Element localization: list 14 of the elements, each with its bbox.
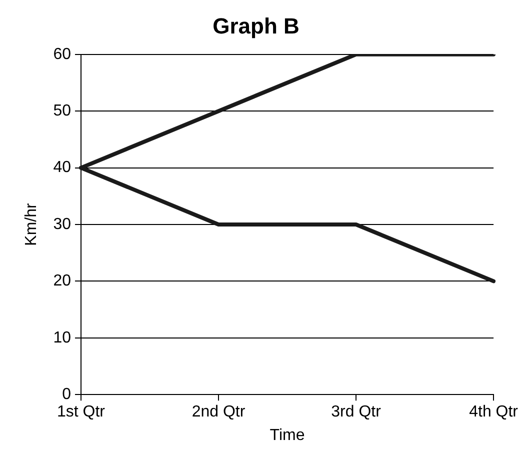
x-tick-label: 2nd Qtr bbox=[192, 404, 246, 421]
y-tick-label: 10 bbox=[53, 329, 72, 346]
y-tick-label: 30 bbox=[53, 216, 72, 233]
y-tick-label: 60 bbox=[53, 46, 72, 63]
y-tick-label: 20 bbox=[53, 272, 72, 290]
y-tick-label: 50 bbox=[53, 102, 72, 120]
x-tick-label: 4th Qtr bbox=[469, 404, 519, 421]
chart-title: Graph B bbox=[212, 13, 300, 38]
x-tick-label: 3rd Qtr bbox=[331, 404, 382, 421]
x-axis-title: Time bbox=[270, 426, 305, 444]
y-tick-label: 40 bbox=[53, 159, 72, 176]
y-axis-title: Km/hr bbox=[23, 202, 40, 246]
x-tick-label: 1st Qtr bbox=[56, 404, 106, 421]
y-tick-label: 0 bbox=[62, 386, 72, 404]
